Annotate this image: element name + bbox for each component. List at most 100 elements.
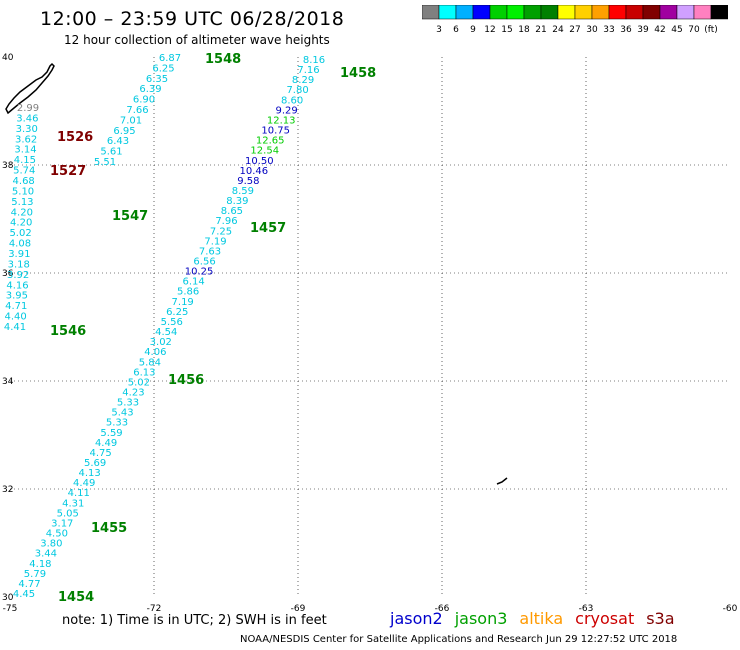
- satellite-legend: jason2 jason3 altika cryosat s3a: [390, 609, 687, 628]
- wave-height-value: 4.75: [89, 448, 111, 459]
- wave-height-value: 7.01: [120, 115, 142, 126]
- wave-height-value: 8.16: [303, 55, 325, 66]
- axis-labels: -75 -72 -69 -66 -63 -60 40 38 36 34 32 30: [2, 53, 738, 614]
- wave-height-value: 4.15: [14, 155, 36, 166]
- wave-height-value: 10.46: [239, 166, 268, 177]
- wave-height-value: 9.29: [276, 105, 298, 116]
- satellite-name: s3a: [646, 609, 675, 628]
- scale-swatch: [710, 5, 728, 20]
- wave-height-value: 4.40: [4, 312, 26, 323]
- wave-height-value: 3.30: [16, 124, 38, 135]
- scale-label: 6: [453, 25, 459, 35]
- grid: [10, 57, 730, 597]
- pass-time-label: 1546: [50, 324, 86, 339]
- wave-height-value: 5.79: [24, 569, 46, 580]
- wave-height-value: 4.31: [62, 498, 84, 509]
- wave-height-value: 6.56: [193, 257, 215, 268]
- latitude-label: 34: [2, 377, 14, 387]
- wave-height-value: 10.75: [261, 126, 290, 137]
- wave-height-value: 4.16: [6, 280, 28, 291]
- scale-label: 42: [654, 25, 665, 35]
- wave-height-value: 7.16: [297, 65, 319, 76]
- wave-height-value: 6.25: [166, 307, 188, 318]
- wave-height-value: 10.50: [245, 156, 274, 167]
- wave-height-value: 6.35: [146, 74, 168, 85]
- wave-height-value: 5.74: [13, 166, 35, 177]
- wave-height-value: 7.25: [210, 226, 232, 237]
- wave-height-value: 6.43: [107, 136, 129, 147]
- latitude-label: 40: [2, 53, 14, 63]
- scale-label: 36: [620, 25, 632, 35]
- pass-time-label: 1455: [91, 521, 127, 536]
- scale-label: 33: [603, 25, 614, 35]
- pass-time-label: 1526: [57, 130, 93, 145]
- map-title: 12:00 – 23:59 UTC 06/28/2018: [40, 8, 345, 30]
- wave-height-value: 7.96: [215, 216, 237, 227]
- scale-label: 12: [484, 25, 495, 35]
- pass-time-label: 1456: [168, 373, 204, 388]
- wave-height-value: 8.65: [221, 206, 243, 217]
- scale-label: 70: [688, 25, 700, 35]
- wave-height-value: 8.59: [232, 186, 254, 197]
- wave-height-value: 3.02: [150, 337, 172, 348]
- wave-height-value: 3.14: [14, 145, 36, 156]
- wave-height-value: 5.10: [12, 186, 34, 197]
- wave-height-value: 7.63: [199, 246, 221, 257]
- scale-label: 15: [501, 25, 512, 35]
- wave-height-value: 3.17: [51, 518, 73, 529]
- wave-height-value: 5.84: [139, 357, 161, 368]
- longitude-label: -69: [291, 604, 306, 614]
- pass-time-label: 1527: [50, 164, 86, 179]
- wave-height-value: 6.25: [152, 63, 174, 74]
- wave-height-value: 7.19: [204, 236, 226, 247]
- pass-time-label: 1457: [250, 221, 286, 236]
- pass-time-label: 1458: [340, 66, 376, 81]
- pass-time-label: 1547: [112, 209, 148, 224]
- wave-height-value: 7.66: [126, 105, 148, 116]
- footer-credit: NOAA/NESDIS Center for Satellite Applica…: [240, 634, 678, 645]
- satellite-name: altika: [519, 609, 564, 628]
- scale-label: 21: [535, 25, 546, 35]
- wave-height-value: 5.02: [128, 377, 150, 388]
- wave-height-value: 4.08: [9, 239, 31, 250]
- latitude-label: 30: [2, 593, 14, 603]
- wave-height-value: 5.56: [161, 317, 183, 328]
- wave-height-value: 8.29: [292, 75, 314, 86]
- wave-height-value: 3.91: [8, 249, 30, 260]
- map-subtitle: 12 hour collection of altimeter wave hei…: [64, 33, 330, 47]
- wave-height-value: 4.11: [68, 488, 90, 499]
- wave-height-value: 4.77: [18, 579, 40, 590]
- scale-label: 18: [518, 25, 530, 35]
- satellite-name: jason3: [454, 609, 508, 628]
- wave-height-value: 6.13: [133, 367, 155, 378]
- wave-height-value: 3.44: [35, 549, 57, 560]
- latitude-label: 36: [2, 269, 14, 279]
- note-text: note: 1) Time is in UTC; 2) SWH is in fe…: [62, 613, 327, 628]
- wave-height-value: 3.46: [16, 113, 38, 124]
- wave-height-value: 6.95: [113, 126, 135, 137]
- satellite-name: jason2: [390, 609, 443, 628]
- altimeter-tracks: 2.993.463.303.623.144.155.744.685.105.13…: [4, 53, 325, 600]
- pass-times: 1548 1458 1526 1527 1547 1457 1546 1456 1455 1454: [50, 52, 376, 605]
- wave-height-value: 4.41: [4, 322, 26, 333]
- wave-height-value: 12.13: [267, 115, 296, 126]
- wave-height-value: 4.50: [46, 529, 68, 540]
- wave-height-value: 6.14: [182, 277, 204, 288]
- wave-height-value: 5.61: [100, 147, 122, 158]
- wave-height-value: 4.49: [73, 478, 95, 489]
- wave-height-value: 3.18: [8, 259, 30, 270]
- wave-height-value: 4.20: [11, 207, 33, 218]
- wave-height-value: 2.99: [17, 103, 39, 114]
- nova-scotia-coastline: [5, 62, 55, 115]
- wave-height-value: 4.54: [155, 327, 177, 338]
- wave-height-value: 4.49: [95, 438, 117, 449]
- wave-height-value: 5.69: [84, 458, 106, 469]
- wave-height-value: 4.18: [29, 559, 51, 570]
- wave-height-value: 3.62: [15, 134, 37, 145]
- wave-height-value: 4.45: [13, 589, 35, 600]
- wave-height-value: 10.25: [185, 267, 214, 278]
- pass-time-label: 1548: [205, 52, 241, 67]
- wave-height-value: 5.05: [57, 508, 79, 519]
- wave-height-value: 5.33: [106, 418, 128, 429]
